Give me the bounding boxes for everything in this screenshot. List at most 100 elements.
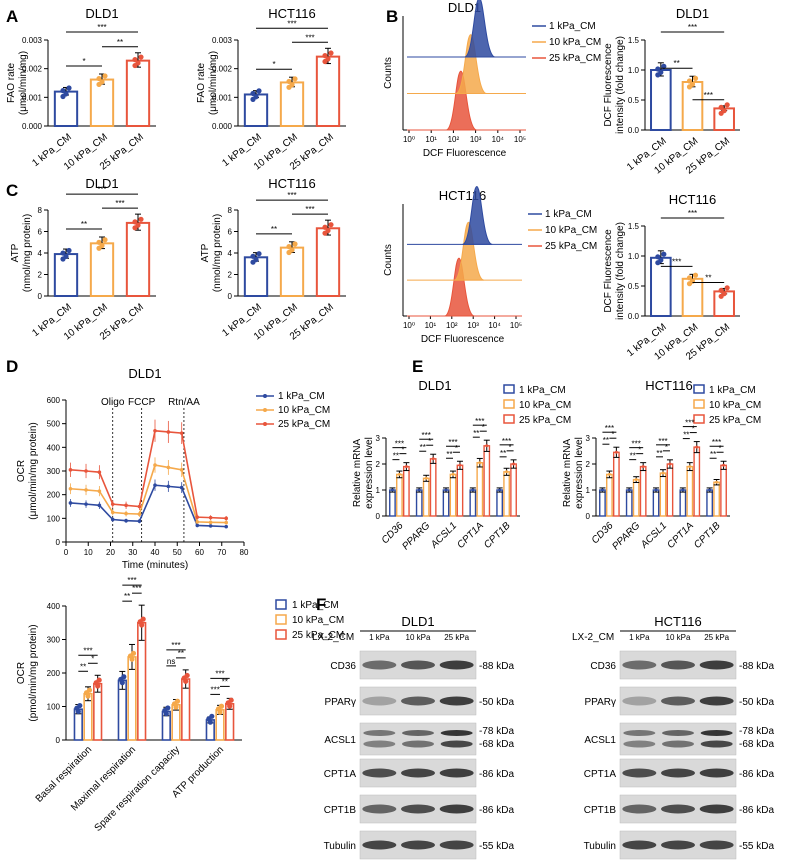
blot-band xyxy=(401,660,435,670)
significance-mark: *** xyxy=(502,437,511,446)
y-axis-label-line1: DCF Fluorescence xyxy=(603,229,614,313)
kda-marker: -86 kDa xyxy=(479,769,514,780)
blot-title: HCT116 xyxy=(654,614,701,629)
y-axis-label-line1: OCR xyxy=(16,662,27,684)
series-point xyxy=(208,524,213,528)
y-tick-label: 0 xyxy=(376,512,381,521)
data-point xyxy=(688,465,692,469)
data-point xyxy=(681,488,685,492)
y-axis-label-line2: (pmol/min/mg protein) xyxy=(28,624,39,721)
data-point xyxy=(328,50,334,56)
x-tick-label: 40 xyxy=(151,548,160,557)
protein-label: Tubulin xyxy=(584,841,616,852)
y-tick-label: 8 xyxy=(38,206,43,215)
significance-mark: * xyxy=(91,654,94,663)
significance-mark: ** xyxy=(393,452,399,461)
series-point xyxy=(137,512,142,516)
data-point xyxy=(718,287,724,294)
data-point xyxy=(724,285,730,291)
series-point xyxy=(137,519,142,523)
blot-band xyxy=(700,740,733,748)
significance-mark: *** xyxy=(712,438,721,447)
gene-label: CPT1B xyxy=(482,520,513,551)
significance-mark: *** xyxy=(97,23,106,32)
chart-title: HCT116 xyxy=(669,192,716,207)
bar-0 xyxy=(53,253,79,297)
data-point xyxy=(75,708,81,715)
gene-label: PPARG xyxy=(610,520,642,552)
protein-label: CPT1B xyxy=(324,805,357,816)
kda-marker: -50 kDa xyxy=(479,697,514,708)
blot-band xyxy=(699,840,734,850)
mrna-bar xyxy=(469,489,477,517)
x-tick-label: 10⁵ xyxy=(510,321,522,330)
y-axis-label: ATP (nmol/mg protein) xyxy=(200,214,223,292)
y-tick-label: 0.000 xyxy=(22,122,43,131)
data-point xyxy=(102,237,108,243)
data-point xyxy=(102,73,108,79)
kda-marker: -68 kDa xyxy=(479,739,514,750)
data-point xyxy=(96,75,102,82)
lane-label: 1 kPa xyxy=(369,633,390,642)
legend-label: 10 kPa_CM xyxy=(519,400,571,411)
lane-label: 25 kPa xyxy=(704,633,729,642)
series-point xyxy=(224,516,228,521)
data-point xyxy=(183,678,189,684)
data-point xyxy=(184,672,190,679)
x-tick-label: 20 xyxy=(106,548,115,557)
y-tick-label: 0.0 xyxy=(628,312,640,321)
series-point xyxy=(97,470,102,474)
legend-swatch xyxy=(503,399,515,409)
series-point xyxy=(179,485,184,490)
data-point xyxy=(404,465,408,469)
y-axis-label-line1: FAO rate xyxy=(6,63,17,103)
y-tick-label: 500 xyxy=(47,420,61,429)
data-point xyxy=(140,616,146,622)
series-point xyxy=(110,510,115,515)
mrna-bar xyxy=(496,489,504,517)
legend-label: 25 kPa_CM xyxy=(292,630,344,641)
blot-band xyxy=(623,740,656,748)
data-point xyxy=(692,272,699,278)
data-point xyxy=(668,462,672,466)
data-point xyxy=(250,259,256,265)
chart-title: DLD1 xyxy=(85,176,118,191)
significance-mark: ** xyxy=(222,677,228,686)
significance-mark: * xyxy=(428,437,431,446)
y-axis-label-line2: intensity (fold change) xyxy=(615,36,626,134)
mrna-bar xyxy=(686,465,694,517)
gene-label: ACSL1 xyxy=(428,520,459,551)
data-point xyxy=(451,472,455,476)
y-axis-label-line2: (nmol/mg protein) xyxy=(22,214,33,292)
series-point xyxy=(153,483,157,487)
data-point xyxy=(478,461,482,465)
panel-letter-B: B xyxy=(386,7,398,26)
mrna-bar xyxy=(415,489,423,517)
significance-mark: * xyxy=(509,443,512,452)
y-tick-label: 2 xyxy=(586,460,591,469)
data-point xyxy=(256,251,262,257)
blot-band xyxy=(622,804,657,814)
x-tick-label: 0 xyxy=(64,548,69,557)
series-point xyxy=(124,511,128,516)
y-tick-label: 2 xyxy=(376,460,381,469)
y-axis-label: Counts xyxy=(383,57,394,89)
y-axis-label-line1: ATP xyxy=(200,243,211,262)
mrna-bar xyxy=(625,489,633,517)
kda-marker: -68 kDa xyxy=(739,739,774,750)
blot-strip xyxy=(619,722,737,756)
data-point xyxy=(322,53,328,59)
data-point xyxy=(286,84,292,90)
ocr-line-chart: DLD1 0 100 200 300 400 500 600 0 10 20 30 40 50 60 70 80… xyxy=(16,366,330,571)
mrna-bar xyxy=(402,465,410,517)
bar-1 xyxy=(279,246,305,297)
series-point xyxy=(179,468,184,472)
kda-marker: -78 kDa xyxy=(739,726,774,737)
y-axis-label-line1: Relative mRNA xyxy=(562,439,573,508)
y-tick-label: 0.001 xyxy=(212,93,233,102)
blot-band xyxy=(661,696,695,706)
legend-label: 10 kPa_CM xyxy=(278,405,330,416)
y-axis-label-line1: ATP xyxy=(10,243,21,262)
